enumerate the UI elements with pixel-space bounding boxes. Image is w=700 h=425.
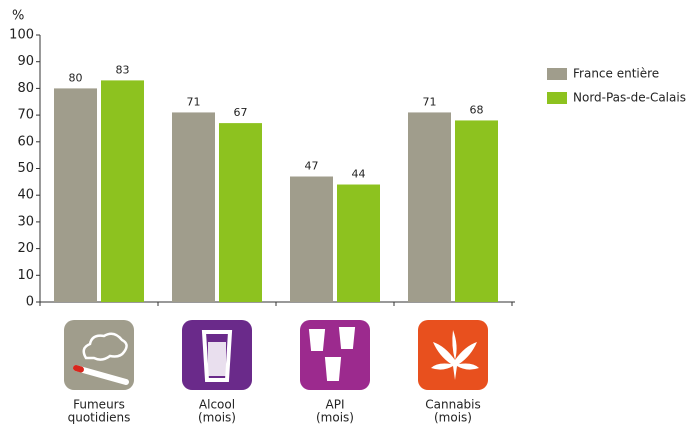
x-tick-label: Alcool xyxy=(199,398,235,412)
icon-cannabis xyxy=(418,320,488,390)
bar xyxy=(337,184,380,302)
value-label: 44 xyxy=(352,168,366,181)
bar xyxy=(101,80,144,302)
y-tick-label: 70 xyxy=(17,108,34,123)
value-label: 71 xyxy=(423,95,437,108)
y-tick-label: 60 xyxy=(17,134,34,149)
y-tick-label: 30 xyxy=(17,214,34,229)
value-label: 47 xyxy=(305,160,319,173)
x-tick-label: Cannabis xyxy=(425,398,481,412)
value-label: 68 xyxy=(470,103,484,116)
value-label: 67 xyxy=(234,106,248,119)
icon-alcohol xyxy=(182,320,252,390)
icons xyxy=(64,320,488,390)
y-tick-label: 80 xyxy=(17,81,34,96)
y-tick-label: 90 xyxy=(17,54,34,69)
y-tick-label: 50 xyxy=(17,161,34,176)
bar xyxy=(54,88,97,303)
bar xyxy=(219,123,262,302)
value-label: 80 xyxy=(69,71,83,84)
bar xyxy=(455,120,498,302)
y-tick-label: 0 xyxy=(26,295,34,310)
x-tick-label: API xyxy=(326,398,345,412)
x-tick-label: (mois) xyxy=(434,411,472,425)
y-tick-label: 20 xyxy=(17,241,34,256)
icon-api xyxy=(300,320,370,390)
x-tick-label: quotidiens xyxy=(68,411,131,425)
y-tick-label: 40 xyxy=(17,188,34,203)
y-tick-label: 100 xyxy=(9,28,34,43)
x-tick-label: (mois) xyxy=(198,411,236,425)
legend-label: Nord-Pas-de-Calais xyxy=(573,91,686,105)
bar xyxy=(290,176,333,302)
legend-swatch xyxy=(547,68,567,80)
value-label: 83 xyxy=(116,63,130,76)
value-label: 71 xyxy=(187,95,201,108)
y-tick-label: 10 xyxy=(17,268,34,283)
legend-swatch xyxy=(547,92,567,104)
legend-label: France entière xyxy=(573,67,659,81)
y-axis-label: % xyxy=(12,9,24,24)
x-tick-label: (mois) xyxy=(316,411,354,425)
x-tick-label: Fumeurs xyxy=(73,398,125,412)
bar xyxy=(408,112,451,303)
icon-smoker xyxy=(64,320,134,390)
bar xyxy=(172,112,215,303)
